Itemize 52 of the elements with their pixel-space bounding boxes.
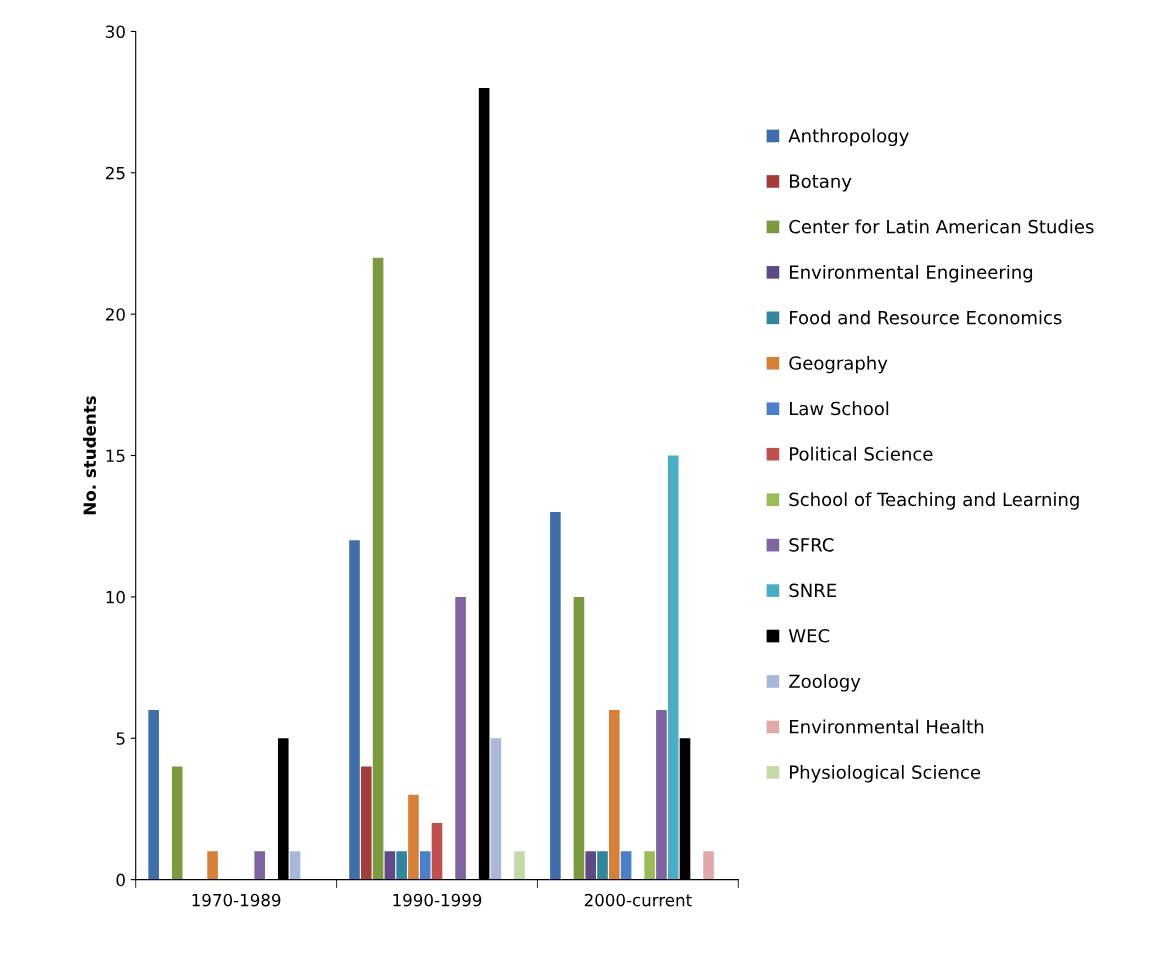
- bar: [656, 709, 667, 880]
- bar: [384, 851, 396, 880]
- x-tick-label: 1970-1989: [192, 893, 281, 907]
- legend-label: Food and Resource Economics: [790, 310, 1062, 325]
- legend-label: Political Science: [790, 446, 933, 461]
- bar: [455, 596, 466, 880]
- bar: [171, 766, 183, 880]
- y-tick-label: 0: [116, 873, 125, 887]
- bar: [703, 851, 714, 880]
- bar: [207, 851, 218, 880]
- bar: [644, 851, 655, 880]
- bar: [667, 455, 679, 880]
- legend-label: Zoology: [789, 674, 861, 692]
- legend-label: SNRE: [789, 583, 837, 598]
- y-tick-label: 30: [106, 25, 125, 39]
- y-tick-label: 15: [106, 449, 125, 463]
- bar: [254, 851, 265, 880]
- bar: [585, 851, 597, 880]
- legend-label: WEC: [788, 628, 830, 643]
- bar: [396, 851, 407, 880]
- legend-label: Law School: [790, 401, 889, 416]
- y-tick-label: 25: [105, 166, 125, 180]
- y-tick-label: 20: [105, 308, 125, 321]
- legend-label: Environmental Engineering: [790, 264, 1033, 283]
- legend-label: School of Teaching and Learning: [789, 492, 1079, 510]
- bar: [349, 540, 360, 880]
- bar: [408, 794, 419, 880]
- y-tick-label: 10: [106, 590, 125, 604]
- bar: [419, 851, 431, 880]
- legend-label: Anthropology: [788, 128, 909, 147]
- legend-label: Geography: [789, 355, 888, 374]
- legend-label: Environmental Health: [790, 719, 984, 734]
- bar: [620, 851, 632, 880]
- y-tick-label: 5: [116, 732, 125, 745]
- bar: [573, 596, 585, 880]
- x-tick-label: 1990-1999: [393, 893, 482, 907]
- bar: [550, 512, 561, 880]
- bar: [289, 851, 301, 880]
- bar: [431, 823, 443, 880]
- legend-label: Physiological Science: [790, 765, 981, 783]
- bar: [360, 766, 372, 880]
- legend-label: Center for Latin American Studies: [789, 219, 1094, 234]
- bar: [514, 851, 525, 880]
- bar: [148, 709, 159, 880]
- bar: [597, 851, 608, 880]
- y-axis-title: No. students: [83, 396, 96, 515]
- legend-label: Botany: [790, 174, 852, 192]
- bar: [609, 709, 620, 880]
- legend-label: SFRC: [789, 538, 834, 552]
- bar: [490, 738, 502, 880]
- x-tick-label: 2000-current: [584, 893, 692, 907]
- bar: [372, 257, 384, 880]
